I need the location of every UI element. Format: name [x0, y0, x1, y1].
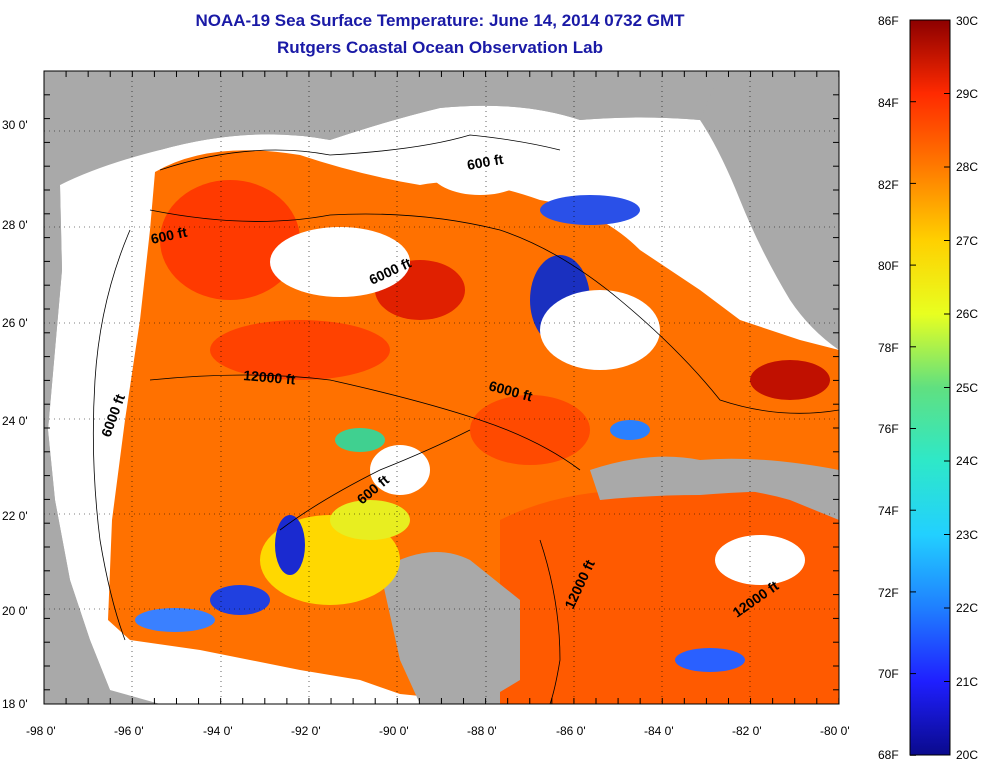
- colorbar-c-label: 30C: [956, 14, 979, 28]
- lat-label: 20 0': [2, 604, 28, 618]
- lat-label: 28 0': [2, 218, 28, 232]
- sst-green-patch: [335, 428, 385, 452]
- lat-label: 26 0': [2, 316, 28, 330]
- map-subtitle: Rutgers Coastal Ocean Observation Lab: [277, 38, 603, 57]
- mexico-land: [44, 185, 120, 704]
- contour-line: [159, 134, 561, 171]
- sst-red-patch: [160, 180, 300, 300]
- colorbar-f-label: 82F: [878, 178, 899, 192]
- colorbar-c-label: 21C: [956, 675, 979, 689]
- cuba-land: [590, 456, 839, 500]
- contour-label: 600 ft: [466, 151, 505, 173]
- lon-label: -94 0': [203, 724, 233, 738]
- colorbar-f-label: 80F: [878, 259, 899, 273]
- lat-label: 30 0': [2, 118, 28, 132]
- cloud-gap: [540, 290, 660, 370]
- contour-label: 600 ft: [149, 224, 188, 247]
- colorbar-c-label: 29C: [956, 87, 979, 101]
- colorbar-f-label: 84F: [878, 96, 899, 110]
- colorbar-c-label: 28C: [956, 160, 979, 174]
- cloud-gap: [370, 445, 430, 495]
- cloud-gap: [430, 145, 530, 195]
- contour-line: [279, 429, 471, 531]
- yucatan-land: [380, 552, 520, 704]
- axis-ticks: [43, 70, 840, 704]
- colorbar-c-label: 25C: [956, 381, 979, 395]
- colorbar-f-label: 76F: [878, 422, 899, 436]
- lon-label: -88 0': [467, 724, 497, 738]
- contour-line: [539, 539, 561, 704]
- sst-red-patch: [470, 395, 590, 465]
- sst-red-patch: [210, 320, 390, 380]
- gridlines: [44, 71, 839, 704]
- sst-yellow-patch: [330, 500, 410, 540]
- contour-line: [149, 374, 581, 471]
- lon-label: -82 0': [732, 724, 762, 738]
- cloud-gap: [270, 227, 410, 297]
- sst-blue-patch: [540, 195, 640, 225]
- lon-label: -96 0': [114, 724, 144, 738]
- sst-red-patch: [750, 360, 830, 400]
- yucatan-region: [500, 486, 839, 704]
- colorbar-f-label: 70F: [878, 667, 899, 681]
- colorbar-ticks: [910, 19, 950, 756]
- contour-label: 12000 ft: [243, 367, 297, 388]
- colorbar-c-label: 27C: [956, 234, 979, 248]
- colorbar-c-label: 26C: [956, 307, 979, 321]
- colorbar-f-label: 72F: [878, 586, 899, 600]
- lon-label: -90 0': [379, 724, 409, 738]
- lon-label: -80 0': [820, 724, 850, 738]
- colorbar-c-label: 24C: [956, 454, 979, 468]
- contour-line: [92, 229, 131, 641]
- lat-label: 22 0': [2, 509, 28, 523]
- colorbar-c-label: 22C: [956, 601, 979, 615]
- sst-blue-patch: [275, 515, 305, 575]
- florida-land: [700, 71, 839, 350]
- colorbar-c-label: 23C: [956, 528, 979, 542]
- sst-blue-patch: [675, 648, 745, 672]
- lon-label: -98 0': [26, 724, 56, 738]
- lon-label: -84 0': [644, 724, 674, 738]
- bathymetry-contours: [92, 134, 839, 704]
- map-title: NOAA-19 Sea Surface Temperature: June 14…: [195, 11, 685, 30]
- lon-label: -92 0': [291, 724, 321, 738]
- lat-label: 24 0': [2, 414, 28, 428]
- colorbar-f-label: 86F: [878, 14, 899, 28]
- us-coast-land: [44, 71, 720, 200]
- cloud-gap: [715, 535, 805, 585]
- colorbar-f-label: 74F: [878, 504, 899, 518]
- colorbar-f-label: 78F: [878, 341, 899, 355]
- sst-blue-patch: [135, 608, 215, 632]
- contour-line: [149, 209, 839, 414]
- sst-blue-patch: [210, 585, 270, 615]
- sst-blue-patch: [610, 420, 650, 440]
- lon-label: -86 0': [556, 724, 586, 738]
- colorbar-c-label: 20C: [956, 748, 979, 762]
- colorbar-f-label: 68F: [878, 748, 899, 762]
- lat-label: 18 0': [2, 697, 28, 711]
